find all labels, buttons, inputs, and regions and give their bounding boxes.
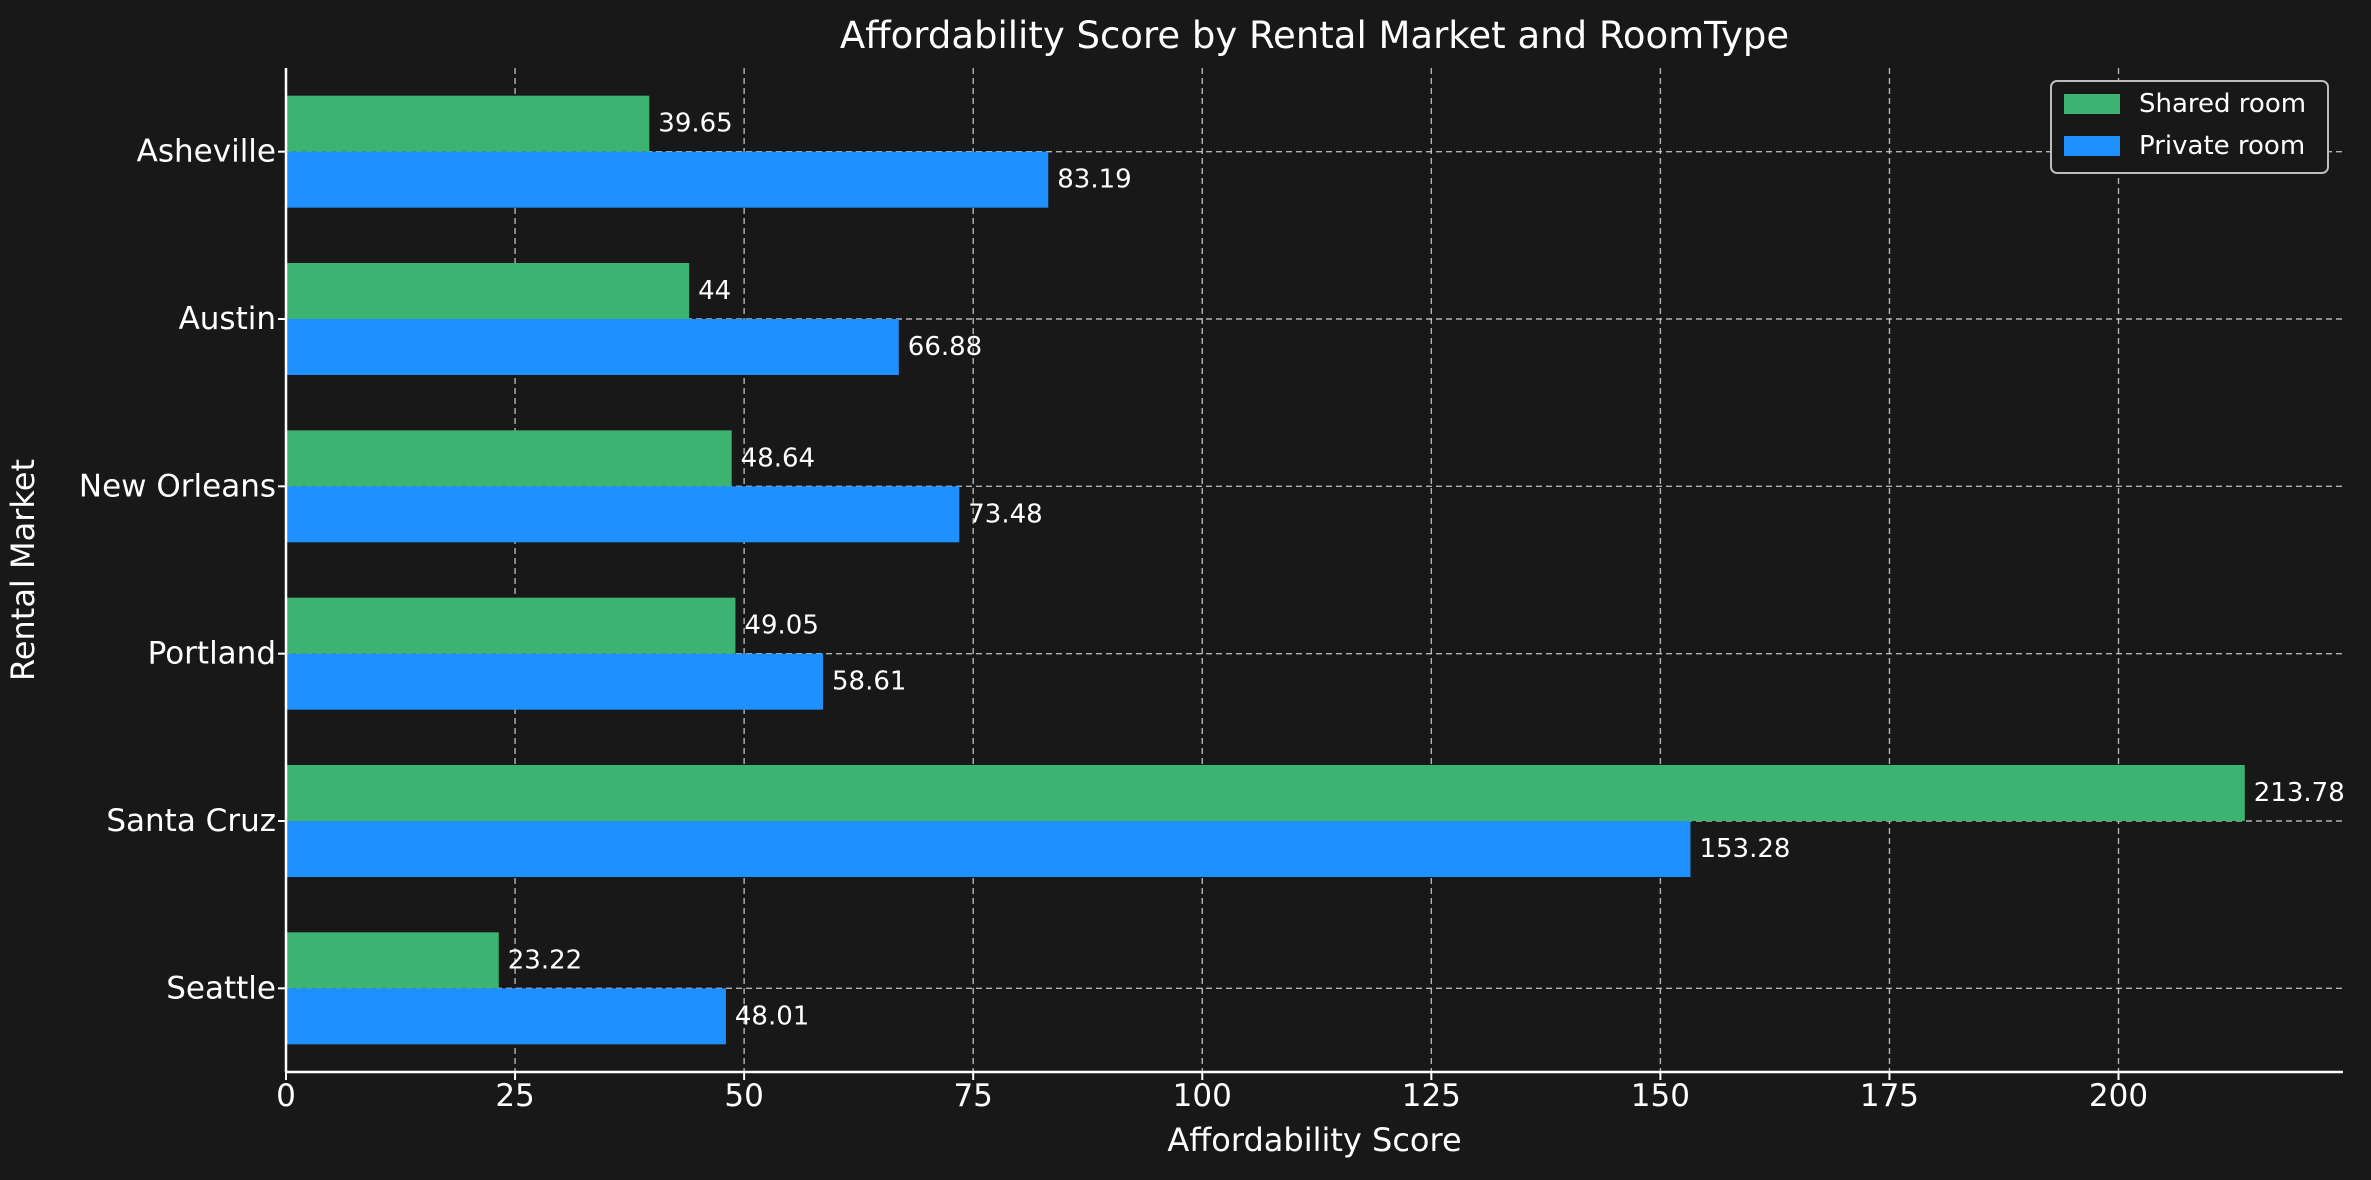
value-label-shared-room-seattle: 23.22 (508, 945, 582, 975)
y-tick-label-new-orleans: New Orleans (79, 468, 276, 504)
x-tick-label-50: 50 (724, 1078, 763, 1114)
x-tick-label-200: 200 (2089, 1078, 2148, 1114)
bar-private-room-portland (286, 653, 824, 710)
value-label-shared-room-santa-cruz: 213.78 (2254, 778, 2345, 808)
x-tick-label-25: 25 (495, 1078, 534, 1114)
value-label-private-room-portland: 58.61 (832, 667, 906, 697)
legend-swatch-shared-room (2064, 94, 2120, 114)
x-tick-label-150: 150 (1631, 1078, 1690, 1114)
bar-shared-room-new-orleans (286, 430, 732, 487)
x-tick-label-100: 100 (1173, 1078, 1232, 1114)
y-tick-label-austin: Austin (179, 301, 276, 337)
grid-lines (286, 68, 2343, 1072)
bar-shared-room-asheville (286, 95, 650, 152)
value-label-private-room-asheville: 83.19 (1057, 165, 1131, 195)
y-tick-label-seattle: Seattle (166, 970, 276, 1006)
legend-swatch-private-room (2064, 136, 2120, 156)
x-axis-label: Affordability Score (1167, 1121, 1461, 1159)
y-tick-label-santa-cruz: Santa Cruz (106, 803, 276, 839)
bar-shared-room-seattle (286, 932, 499, 989)
bar-private-room-austin (286, 319, 899, 375)
legend: Shared room Private room (2050, 80, 2329, 174)
x-tick-label-0: 0 (276, 1078, 296, 1114)
bar-shared-room-austin (286, 263, 690, 319)
value-label-shared-room-austin: 44 (698, 276, 731, 306)
legend-label-shared-room: Shared room (2139, 89, 2306, 119)
x-tick-label-125: 125 (1402, 1078, 1461, 1114)
bar-shared-room-portland (286, 597, 736, 654)
value-label-private-room-seattle: 48.01 (735, 1001, 809, 1031)
bar-private-room-new-orleans (286, 486, 960, 543)
legend-box (2050, 80, 2329, 174)
x-tick-label-75: 75 (953, 1078, 992, 1114)
tick-labels: 0 25 50 75 100 125 150 175 200 Asheville Austin New… (79, 134, 2148, 1114)
legend-label-private-room: Private room (2139, 131, 2305, 161)
value-labels: 39.65 44 48.64 49.05 213.78 23.22 83.19 66.88 73… (508, 109, 2345, 1032)
bar-shared-room-santa-cruz (286, 765, 2245, 821)
bar-private-room-santa-cruz (286, 821, 1691, 877)
x-tick-label-175: 175 (1860, 1078, 1919, 1114)
value-label-shared-room-asheville: 39.65 (658, 109, 732, 139)
bar-private-room-seattle (286, 988, 726, 1045)
y-axis-label: Rental Market (4, 459, 42, 681)
y-tick-label-asheville: Asheville (137, 134, 276, 170)
bar-private-room-asheville (286, 151, 1049, 208)
value-label-private-room-santa-cruz: 153.28 (1699, 834, 1790, 864)
y-tick-label-portland: Portland (148, 636, 276, 672)
value-label-shared-room-new-orleans: 48.64 (741, 443, 815, 473)
bars (286, 95, 2245, 1045)
value-label-shared-room-portland: 49.05 (744, 611, 818, 641)
value-label-private-room-austin: 66.88 (908, 332, 982, 362)
value-label-private-room-new-orleans: 73.48 (968, 499, 1042, 529)
axes (284, 68, 2343, 1074)
chart-title: Affordability Score by Rental Market and… (840, 14, 1789, 57)
